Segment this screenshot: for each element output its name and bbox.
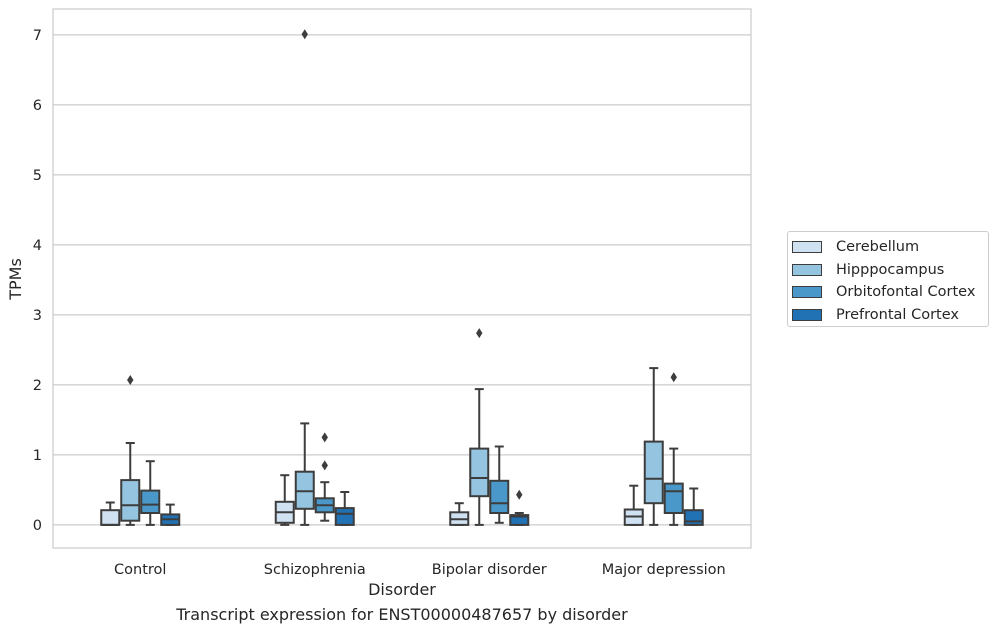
- legend: Cerebellum Hipppocampus Orbitofontal Corte…: [787, 231, 989, 327]
- legend-swatch: [792, 241, 822, 254]
- box-body: [643, 440, 664, 505]
- y-tick-labels: 0 1 2 3 4 5 6 7: [33, 28, 42, 534]
- box-body: [334, 507, 355, 526]
- box-body: [663, 482, 684, 515]
- outlier-point: [516, 489, 523, 500]
- legend-item: Hipppocampus: [792, 259, 988, 282]
- outlier-point: [476, 328, 483, 339]
- outlier-point: [670, 372, 677, 383]
- box-orbitofontal-cortex: [489, 445, 510, 524]
- box-cerebellum: [274, 474, 295, 526]
- box-prefrontal-cortex: [683, 487, 704, 526]
- legend-swatch: [792, 286, 822, 299]
- box-hipppocampus: [120, 375, 141, 526]
- x-tick-label: Control: [114, 562, 166, 578]
- x-tick-label: Major depression: [602, 562, 726, 578]
- box-prefrontal-cortex: [509, 489, 530, 526]
- box-orbitofontal-cortex: [663, 372, 684, 526]
- box-body: [140, 489, 161, 515]
- x-tick-labels: Control Schizophrenia Bipolar disorder Majo…: [114, 562, 726, 578]
- box-cerebellum: [449, 502, 470, 526]
- box-body: [509, 514, 530, 526]
- legend-item: Prefrontal Cortex: [792, 304, 988, 327]
- y-tick-label: 7: [33, 28, 42, 44]
- legend-swatch: [792, 263, 822, 276]
- legend-item: Cerebellum: [792, 236, 988, 259]
- box-hipppocampus: [469, 328, 490, 526]
- y-tick-label: 6: [33, 98, 42, 114]
- y-tick-label: 4: [33, 238, 42, 254]
- y-tick-label: 5: [33, 168, 42, 184]
- legend-label: Orbitofontal Cortex: [836, 284, 976, 301]
- legend-item: Orbitofontal Cortex: [792, 281, 988, 304]
- x-axis-label: Disorder: [368, 580, 436, 599]
- box-body: [120, 479, 141, 522]
- legend-swatch: [792, 308, 822, 321]
- legend-label: Hipppocampus: [836, 261, 945, 278]
- box-body: [100, 509, 121, 526]
- box-body: [683, 509, 704, 526]
- outlier-point: [321, 432, 328, 443]
- chart-caption: Transcript expression for ENST0000048765…: [176, 605, 628, 624]
- box-cerebellum: [623, 484, 644, 526]
- outlier-point: [321, 460, 328, 471]
- x-tick-label: Schizophrenia: [264, 562, 366, 578]
- box-body: [294, 470, 315, 510]
- y-tick-label: 2: [33, 378, 42, 394]
- box-body: [469, 447, 490, 498]
- x-tick-label: Bipolar disorder: [432, 562, 547, 578]
- box-groups: [100, 29, 704, 526]
- box-cerebellum: [100, 501, 121, 526]
- box-orbitofontal-cortex: [314, 432, 335, 522]
- box-hipppocampus: [294, 29, 315, 526]
- box-prefrontal-cortex: [160, 503, 181, 526]
- y-axis-label: TPMs: [6, 258, 25, 301]
- y-tick-label: 3: [33, 308, 42, 324]
- plot-frame: [52, 8, 752, 549]
- box-prefrontal-cortex: [334, 491, 355, 526]
- y-tick-label: 1: [33, 448, 42, 464]
- legend-label: Prefrontal Cortex: [836, 306, 959, 323]
- outlier-point: [301, 29, 308, 40]
- box-body: [489, 479, 510, 514]
- y-tick-label: 0: [33, 518, 42, 534]
- outlier-point: [127, 375, 134, 385]
- legend-label: Cerebellum: [836, 239, 920, 256]
- y-gridlines: [53, 34, 751, 526]
- box-orbitofontal-cortex: [140, 460, 161, 526]
- box-hipppocampus: [643, 367, 664, 526]
